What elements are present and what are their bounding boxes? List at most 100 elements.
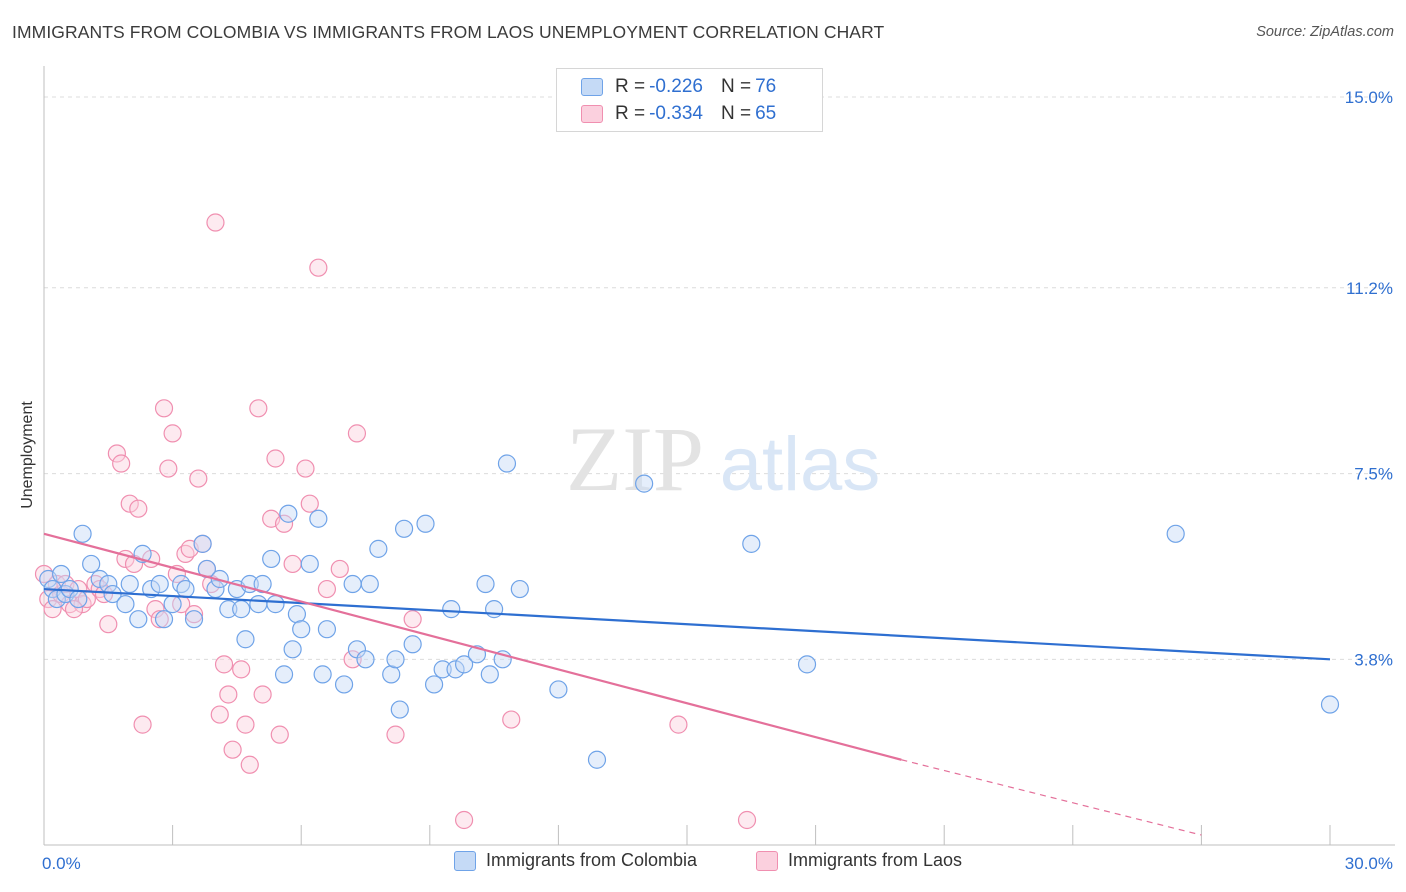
legend-row-laos: R = -0.334 N = 65 <box>581 101 776 127</box>
colombia-point <box>69 589 88 609</box>
laos-point <box>253 685 272 704</box>
y-tick-label: 15.0% <box>1345 88 1393 107</box>
laos-point <box>64 600 84 619</box>
legend-item-colombia[interactable]: Immigrants from Colombia <box>454 850 697 871</box>
axes <box>43 66 1395 846</box>
colombia-points <box>39 454 1340 769</box>
colombia-swatch <box>581 78 603 96</box>
laos-point <box>502 710 521 729</box>
colombia-point <box>497 454 517 473</box>
laos-point <box>300 494 319 513</box>
laos-point <box>737 810 757 830</box>
colombia-point <box>262 549 281 569</box>
laos-point <box>133 715 152 734</box>
legend-label-colombia: Immigrants from Colombia <box>486 850 698 870</box>
colombia-point <box>433 660 452 679</box>
colombia-point <box>386 650 405 669</box>
laos-legend-swatch <box>756 850 778 871</box>
trend-lines <box>43 532 1331 836</box>
legend-item-laos[interactable]: Immigrants from Laos <box>756 850 962 871</box>
colombia-point <box>129 610 148 629</box>
series-legend: Immigrants from Colombia Immigrants from… <box>0 850 1406 880</box>
colombia-point <box>360 574 379 594</box>
colombia-point <box>73 524 92 543</box>
colombia-point <box>742 534 761 553</box>
laos-point <box>296 459 315 478</box>
source-label: Source: ZipAtlas.com <box>1256 24 1394 40</box>
laos-trend-line <box>43 532 902 761</box>
watermark-atlas: atlas <box>720 422 881 507</box>
laos-point <box>249 399 268 418</box>
colombia-point <box>416 514 435 533</box>
colombia-point <box>454 655 474 674</box>
colombia-point <box>82 554 101 574</box>
laos-point <box>270 725 289 744</box>
n-label: N = <box>720 76 752 97</box>
colombia-point <box>279 504 298 523</box>
colombia-point <box>287 605 307 624</box>
chart-title: IMMIGRANTS FROM COLOMBIA VS IMMIGRANTS F… <box>12 22 885 42</box>
laos-point <box>454 810 474 830</box>
colombia-point <box>184 610 204 629</box>
colombia-point <box>480 665 499 684</box>
laos-point <box>159 459 178 478</box>
colombia-point <box>116 595 135 614</box>
laos-point <box>120 494 139 513</box>
colombia-point <box>249 595 268 614</box>
colombia-legend-swatch <box>454 850 476 871</box>
colombia-point <box>587 750 607 769</box>
watermark-zip: ZIP <box>566 408 704 510</box>
n-value: 65 <box>755 103 777 124</box>
laos-point <box>309 258 328 277</box>
legend-label-laos: Immigrants from Laos <box>788 850 963 870</box>
laos-point <box>283 554 302 574</box>
x-tick-label: 0.0% <box>42 854 81 873</box>
laos-point <box>214 655 234 674</box>
colombia-point <box>476 574 495 594</box>
colombia-point <box>403 635 422 654</box>
watermark: ZIP atlas <box>566 408 880 510</box>
colombia-point <box>266 595 285 614</box>
laos-point <box>330 559 349 579</box>
colombia-trend-line <box>43 587 1331 661</box>
tick-labels: 3.8% 7.5% 11.2% 15.0% 0.0% 30.0% <box>42 88 1393 873</box>
colombia-point <box>356 650 375 669</box>
colombia-point <box>283 640 302 659</box>
colombia-point <box>369 539 388 558</box>
colombia-point <box>142 579 161 599</box>
gridlines <box>44 96 1395 660</box>
colombia-point <box>334 675 354 694</box>
laos-point <box>163 424 182 443</box>
laos-point <box>99 615 118 634</box>
colombia-point <box>485 600 504 619</box>
laos-swatch <box>581 105 603 123</box>
colombia-point <box>163 595 182 614</box>
colombia-point <box>236 630 255 649</box>
colombia-point <box>150 574 169 594</box>
colombia-point <box>549 680 568 699</box>
laos-point <box>274 514 294 533</box>
colombia-point <box>1320 695 1340 714</box>
correlation-legend: R = -0.226 N = 76 R = -0.334 N = 65 <box>556 68 823 132</box>
laos-point <box>43 600 62 619</box>
colombia-point <box>193 534 212 553</box>
colombia-point <box>446 660 465 679</box>
n-value: 76 <box>755 76 777 97</box>
colombia-point <box>52 564 71 584</box>
laos-point <box>386 725 405 744</box>
laos-point <box>240 755 259 774</box>
laos-point <box>266 449 285 468</box>
colombia-point <box>292 620 311 639</box>
colombia-point <box>274 665 294 684</box>
laos-point <box>154 399 174 418</box>
laos-point <box>210 705 229 724</box>
laos-point <box>317 579 337 599</box>
r-value: -0.226 <box>649 76 703 97</box>
laos-point <box>107 444 126 463</box>
x-tick-label: 30.0% <box>1345 854 1393 873</box>
colombia-point <box>394 519 414 538</box>
colombia-point <box>442 600 461 619</box>
laos-point <box>184 605 204 624</box>
colombia-point <box>176 579 195 599</box>
